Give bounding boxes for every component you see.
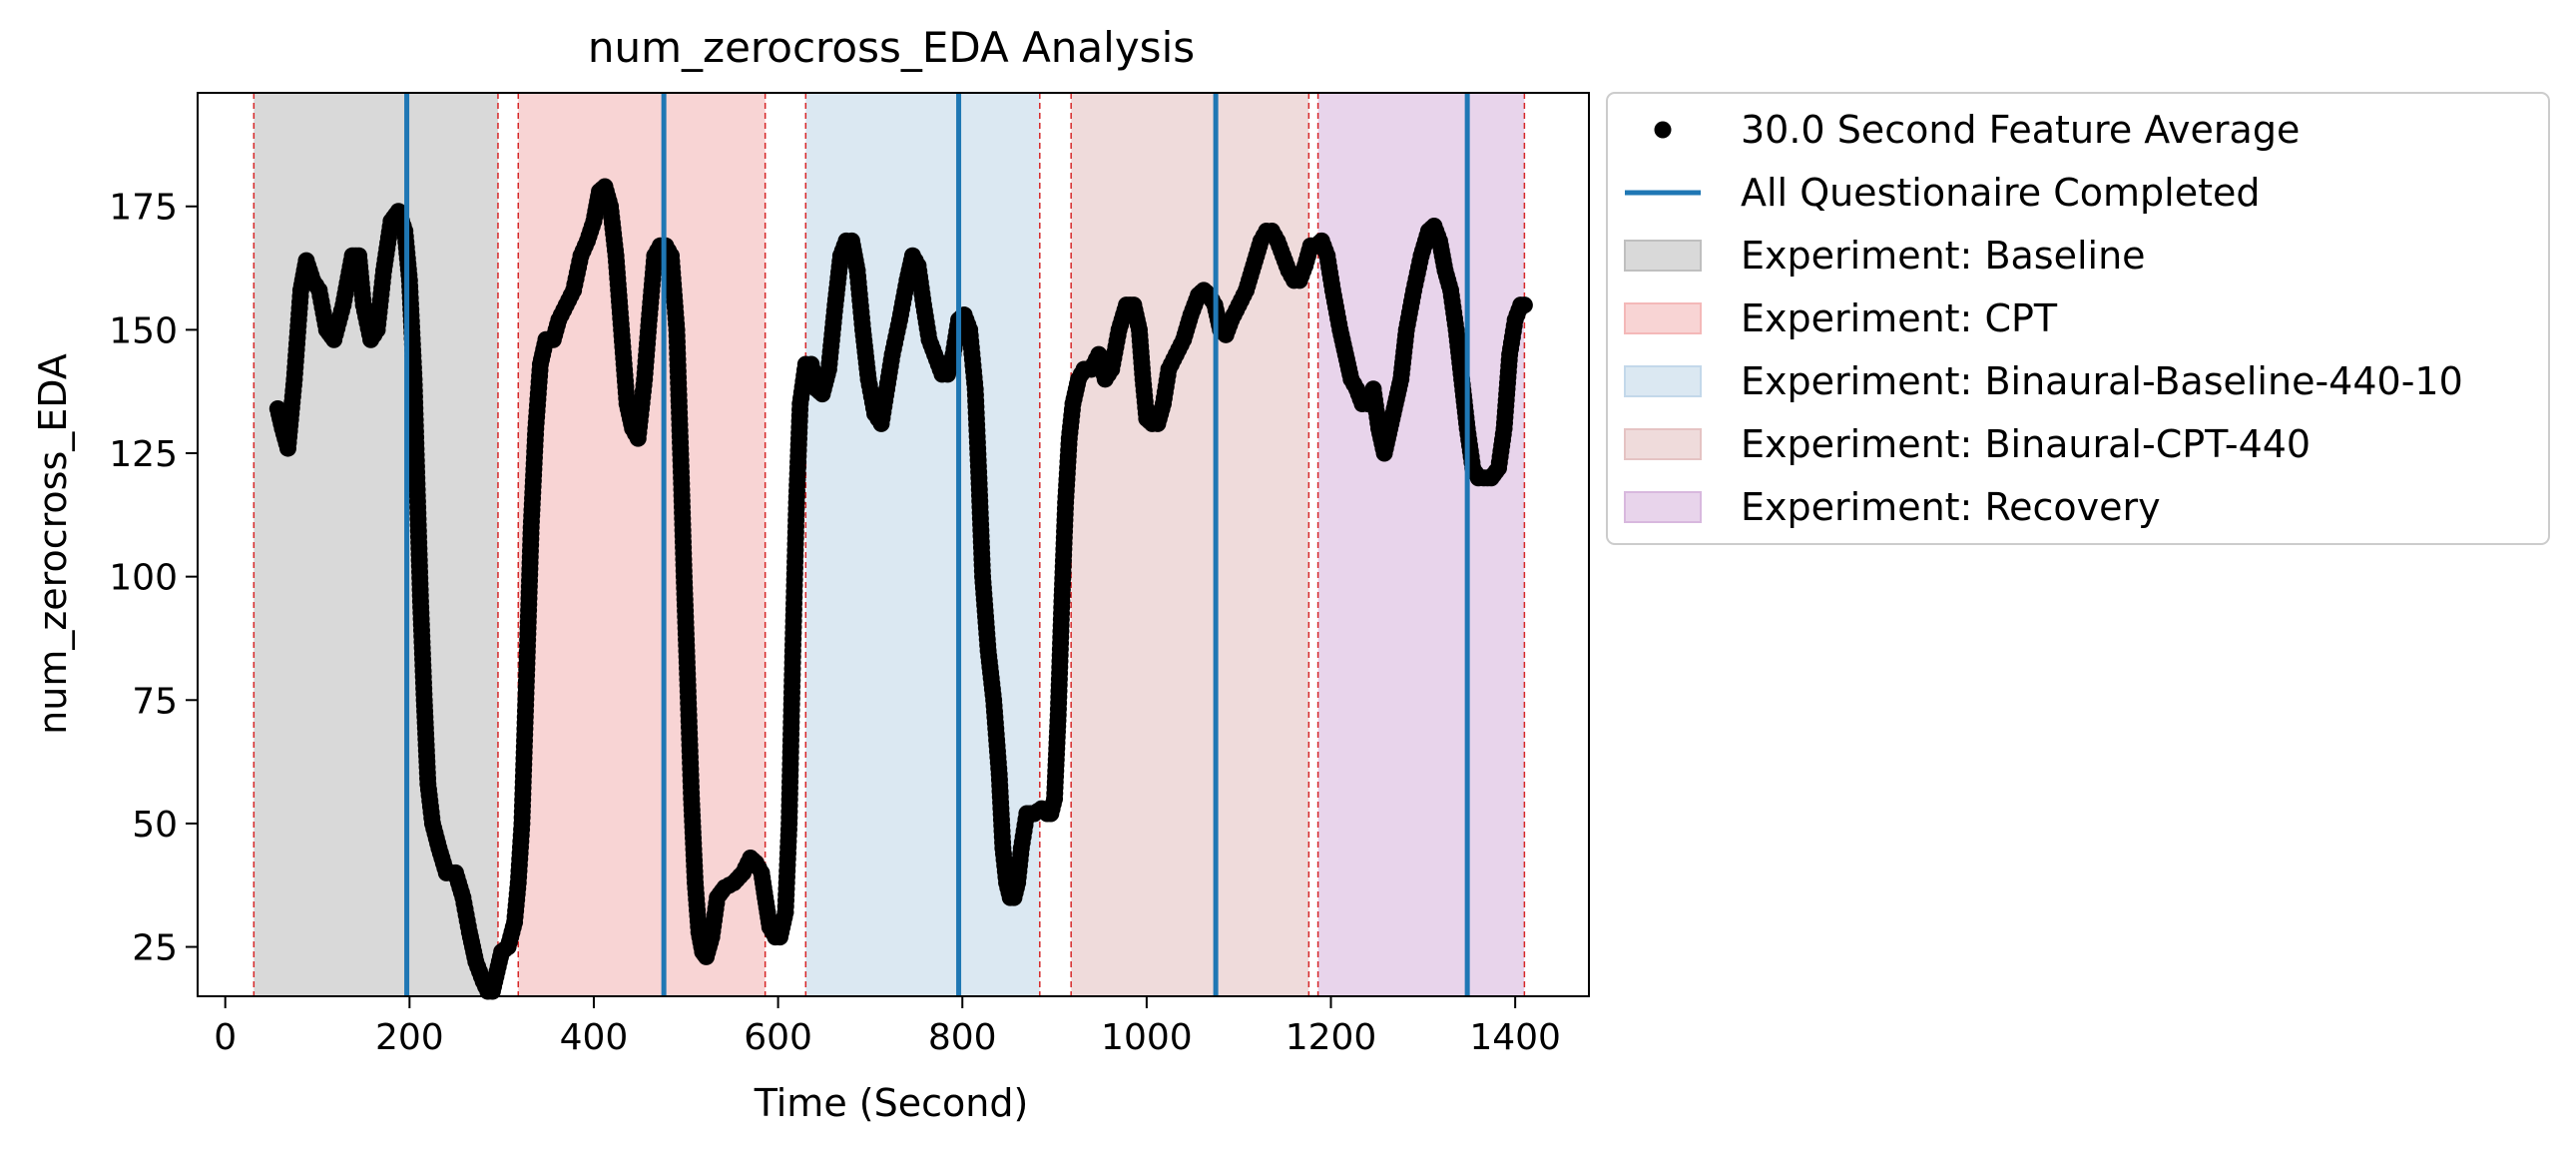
legend-marker-0 [1654,121,1672,139]
legend-label-4: Experiment: Binaural-Baseline-440-10 [1741,359,2463,403]
y-tick-label-0: 25 [132,928,178,969]
legend-label-0: 30.0 Second Feature Average [1741,108,2300,152]
chart-title: num_zerocross_EDA Analysis [588,23,1195,72]
x-tick-label-6: 1200 [1286,1017,1377,1058]
questionnaire-lines [404,93,1470,996]
legend-patch-6 [1624,491,1702,523]
x-tick-label-7: 1400 [1469,1017,1561,1058]
y-tick-label-4: 125 [109,434,178,475]
y-tick-label-1: 50 [132,805,178,846]
legend-items: 30.0 Second Feature Average All Questiona… [1624,108,2463,529]
x-tick-label-0: 0 [214,1017,237,1058]
x-tick-label-5: 1000 [1101,1017,1193,1058]
x-tick-label-1: 200 [375,1017,444,1058]
legend: 30.0 Second Feature Average All Questiona… [1606,92,2550,545]
legend-box [1606,92,2550,545]
legend-label-2: Experiment: Baseline [1741,234,2146,278]
legend-label-5: Experiment: Binaural-CPT-440 [1741,422,2311,466]
legend-patch-3 [1624,302,1702,334]
legend-patch-4 [1624,365,1702,397]
plot-area [197,92,1590,1000]
region-3 [1071,93,1309,996]
y-axis-ticks: 25 50 75 100 125 150 175 [109,188,198,969]
legend-label-6: Experiment: Recovery [1741,485,2161,529]
x-tick-label-2: 400 [560,1017,629,1058]
y-tick-label-6: 175 [109,188,178,229]
legend-label-3: Experiment: CPT [1741,296,2058,340]
data-point-1390 [1515,296,1533,314]
x-axis-ticks: 0 200 400 600 800 1000 1200 1400 [214,996,1561,1058]
x-tick-label-4: 800 [928,1017,997,1058]
y-tick-label-3: 100 [109,558,178,599]
legend-patch-5 [1624,428,1702,460]
region-1 [518,93,766,996]
region-0 [254,93,498,996]
y-tick-label-2: 75 [132,681,178,722]
plot-frame [197,92,1590,997]
x-axis-label: Time (Second) [754,1081,1029,1125]
legend-patch-2 [1624,240,1702,272]
y-tick-label-5: 150 [109,310,178,351]
legend-label-1: All Questionaire Completed [1741,171,2261,215]
x-tick-label-3: 600 [744,1017,812,1058]
y-axis-label: num_zerocross_EDA [31,353,75,735]
experiment-regions [254,93,1525,996]
